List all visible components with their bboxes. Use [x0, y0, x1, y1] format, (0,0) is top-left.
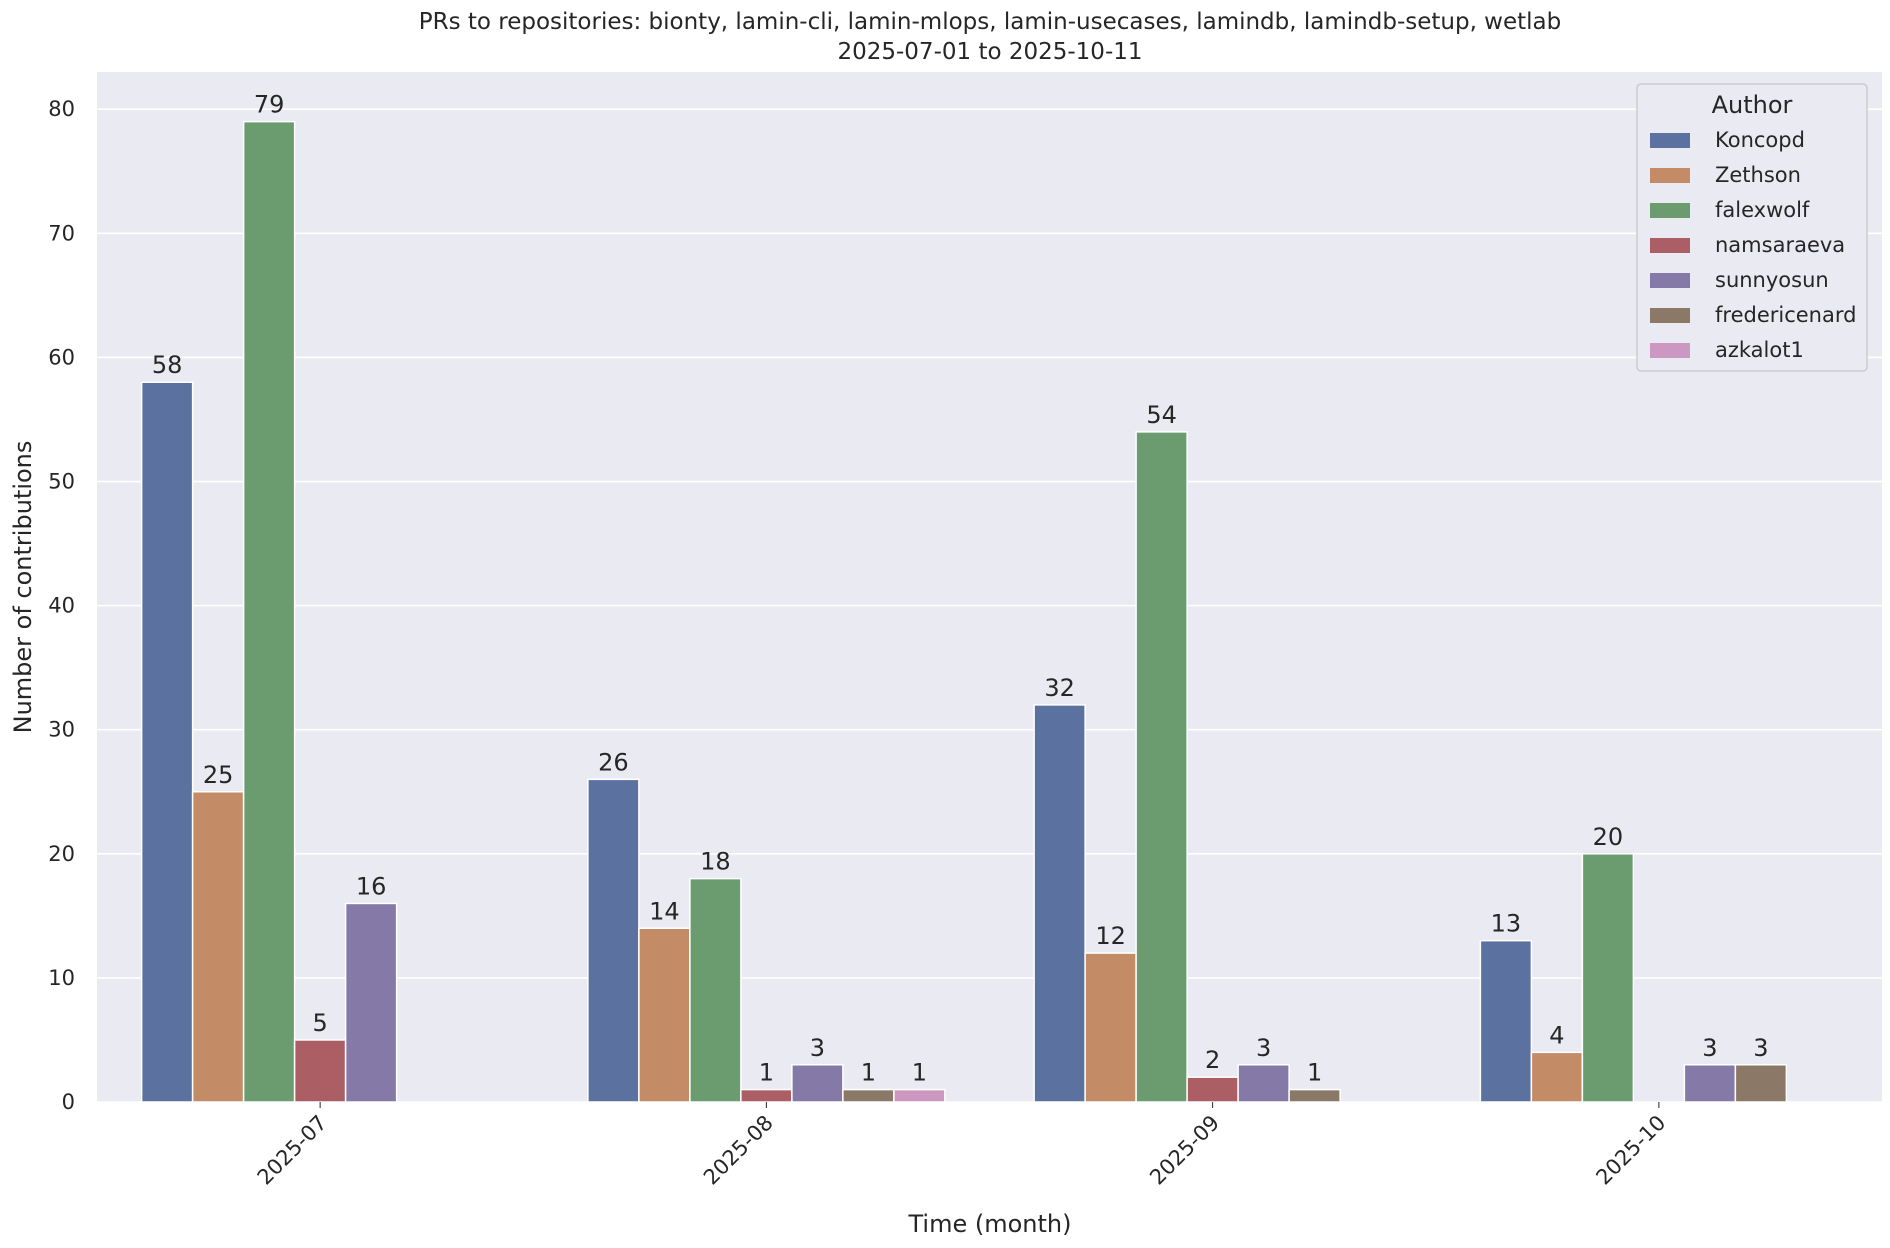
bar-value-label: 54: [1146, 401, 1177, 429]
bar-value-label: 26: [598, 748, 629, 776]
y-tick-label: 80: [48, 97, 75, 121]
bar-value-label: 79: [254, 91, 285, 119]
bar-value-label: 20: [1593, 823, 1624, 851]
legend-swatch: [1650, 273, 1690, 288]
legend: Author Koncopd Zethson falexwolf namsaraeva…: [1636, 83, 1868, 372]
legend-swatch: [1650, 203, 1690, 218]
legend-swatch: [1650, 238, 1690, 253]
legend-swatch: [1650, 168, 1690, 183]
bar: [1237, 1064, 1290, 1103]
bar-value-label: 12: [1095, 922, 1126, 950]
bar-value-label: 58: [152, 351, 183, 379]
bar: [1033, 704, 1086, 1103]
bar-value-label: 1: [912, 1059, 927, 1087]
bar: [293, 1039, 347, 1103]
y-axis-label: Number of contributions: [9, 441, 37, 734]
bar-value-label: 13: [1491, 910, 1522, 938]
x-axis-ticks: 2025-07 2025-08 2025-09 2025-10: [253, 1102, 1670, 1190]
bar-value-label: 3: [1753, 1034, 1768, 1062]
bar: [140, 381, 194, 1103]
bar: [1084, 952, 1137, 1103]
x-axis-label: Time (month): [908, 1210, 1072, 1238]
bar: [587, 778, 640, 1103]
bar: [1186, 1076, 1239, 1103]
bar: [689, 877, 742, 1103]
x-tick-label: 2025-08: [699, 1111, 778, 1190]
bar: [1734, 1064, 1788, 1103]
y-tick-label: 40: [48, 594, 75, 618]
legend-swatch: [1650, 133, 1690, 148]
bar: [1530, 1051, 1584, 1103]
bar-value-label: 16: [356, 872, 387, 900]
legend-entry: sunnyosun: [1715, 268, 1829, 292]
legend-entry: Koncopd: [1715, 128, 1805, 152]
bar: [1479, 939, 1533, 1103]
legend-title: Author: [1712, 91, 1793, 119]
x-tick-label: 2025-07: [253, 1111, 332, 1190]
y-tick-label: 10: [48, 966, 75, 990]
legend-entry: fredericenard: [1715, 303, 1856, 327]
bar: [1581, 853, 1635, 1103]
bar: [1288, 1088, 1341, 1103]
bar-value-label: 3: [810, 1034, 825, 1062]
legend-entry: namsaraeva: [1715, 233, 1845, 257]
bar: [740, 1088, 793, 1103]
bar: [842, 1088, 895, 1103]
bar-value-label: 2: [1205, 1046, 1220, 1074]
bar: [1135, 431, 1188, 1103]
bar-value-label: 3: [1702, 1034, 1717, 1062]
chart-subtitle: 2025-07-01 to 2025-10-11: [837, 39, 1142, 65]
bar: [893, 1088, 946, 1103]
bar: [242, 120, 296, 1103]
bar-value-label: 5: [312, 1009, 327, 1037]
bar: [344, 902, 398, 1103]
bar-value-label: 32: [1044, 674, 1075, 702]
bars: [140, 120, 1788, 1103]
y-tick-label: 60: [48, 345, 75, 369]
y-axis-ticks: 0 10 20 30 40 50 60 70 80: [48, 97, 75, 1114]
y-tick-label: 30: [48, 718, 75, 742]
legend-entry: falexwolf: [1715, 198, 1810, 222]
chart-title: PRs to repositories: bionty, lamin-cli, …: [419, 9, 1562, 35]
legend-box: [1636, 83, 1868, 372]
bar-value-label: 18: [700, 848, 731, 876]
bar-value-label: 3: [1256, 1034, 1271, 1062]
bar: [791, 1064, 844, 1103]
x-tick-label: 2025-10: [1591, 1111, 1670, 1190]
y-tick-label: 70: [48, 221, 75, 245]
bar: [638, 927, 691, 1103]
legend-entry: azkalot1: [1715, 338, 1804, 362]
bar-value-label: 1: [759, 1059, 774, 1087]
bar: [191, 791, 245, 1103]
legend-items: Koncopd Zethson falexwolf namsaraeva sunnyos…: [1650, 128, 1856, 362]
bar: [1683, 1064, 1737, 1103]
bar-value-label: 4: [1549, 1021, 1564, 1049]
bar-value-label: 14: [649, 897, 680, 925]
bar-value-label: 25: [203, 761, 234, 789]
y-tick-label: 0: [62, 1090, 75, 1114]
bar-value-label: 1: [861, 1059, 876, 1087]
legend-entry: Zethson: [1715, 163, 1801, 187]
bar-value-label: 1: [1307, 1059, 1322, 1087]
x-tick-label: 2025-09: [1145, 1111, 1224, 1190]
y-tick-label: 20: [48, 842, 75, 866]
legend-swatch: [1650, 308, 1690, 323]
legend-swatch: [1650, 343, 1690, 358]
y-tick-label: 50: [48, 470, 75, 494]
